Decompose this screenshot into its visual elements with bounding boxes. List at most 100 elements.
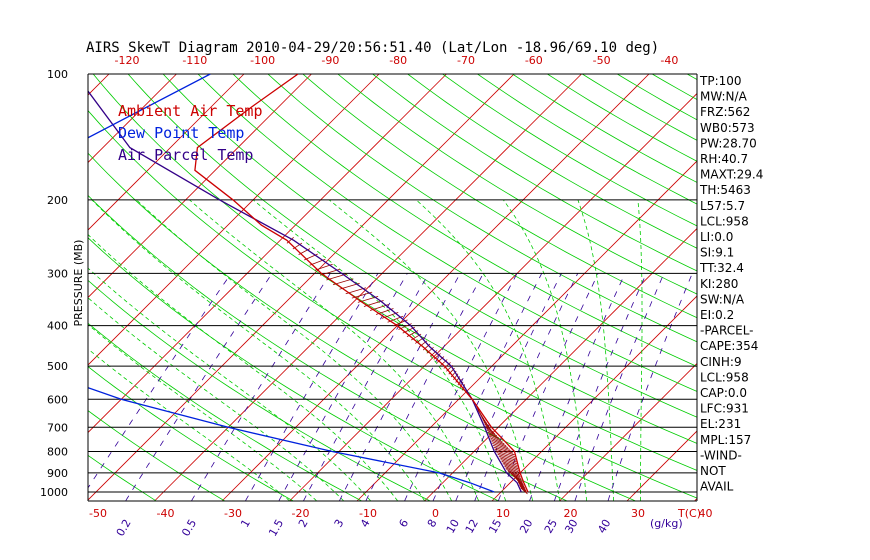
hatch-line — [514, 477, 524, 484]
mixing-ratio-label: 0.5 — [179, 517, 199, 539]
mixing-ratio-label: 15 — [486, 517, 504, 536]
hatch-line — [486, 429, 498, 437]
hatch-line — [489, 435, 503, 443]
index-entry: EI:0.2 — [700, 308, 734, 322]
mixing-ratio-line — [553, 273, 647, 501]
index-entry: FRZ:562 — [700, 105, 750, 119]
mixing-ratio-line — [245, 273, 379, 501]
mixing-ratio-line — [404, 273, 518, 501]
pressure-tick-label: 500 — [47, 360, 68, 373]
index-entry: NOT — [700, 464, 726, 478]
hatch-line — [433, 353, 441, 360]
index-entry: -PARCEL- — [700, 324, 754, 338]
dry-adiabat-line — [88, 279, 431, 501]
hatch-line — [490, 439, 507, 447]
isotherm-line — [88, 74, 177, 164]
index-entry: PW:28.70 — [700, 136, 757, 150]
hatch-line — [515, 478, 524, 486]
hatch-line — [440, 359, 448, 366]
dry-adiabat-line — [127, 74, 697, 444]
hatch-line — [498, 455, 517, 463]
dry-adiabat-line — [512, 74, 697, 183]
isotherm-line — [88, 74, 245, 231]
hatch-line — [484, 423, 492, 431]
hatch-line — [499, 457, 518, 465]
hatch-line — [492, 443, 510, 450]
chart-title: AIRS SkewT Diagram 2010-04-29/20:56:51.4… — [86, 40, 659, 56]
isotherm-line — [289, 92, 697, 501]
index-entry: MAXT:29.4 — [700, 168, 763, 182]
top-temperature-tick-label: -50 — [593, 54, 611, 67]
hatch-line — [507, 470, 521, 478]
isotherm-line — [424, 227, 697, 501]
dry-adiabat-line — [267, 74, 697, 343]
top-temperature-tick-label: -80 — [389, 54, 407, 67]
parcel-line — [88, 90, 522, 493]
mixing-ratio-line — [432, 273, 543, 501]
pressure-tick-label: 900 — [47, 467, 68, 480]
mixing-ratio-label: 1 — [238, 517, 253, 530]
hatch-line — [481, 417, 488, 424]
mixing-ratio-line — [191, 273, 331, 501]
index-entry: LI:0.0 — [700, 230, 733, 244]
mixing-ratio-label: 12 — [463, 517, 481, 536]
hatch-line — [430, 350, 438, 357]
hatch-line — [517, 481, 526, 489]
top-temperature-tick-label: -100 — [250, 54, 275, 67]
legend: Ambient Air Temp Dew Point Temp Air Parcel… — [118, 102, 263, 164]
hatch-line — [505, 467, 520, 475]
mixing-ratio-label: 30 — [562, 517, 580, 536]
mixing-ratio-label: 6 — [396, 517, 411, 530]
dry-adiabat-line — [372, 74, 697, 272]
hatch-line — [485, 427, 496, 435]
index-entry: LFC:931 — [700, 402, 749, 416]
pressure-tick-label: 800 — [47, 445, 68, 458]
isotherm-line — [491, 295, 697, 501]
hatch-line — [286, 237, 294, 244]
moist-adiabat-line — [88, 297, 344, 501]
hatch-line — [483, 421, 490, 428]
hatch-line — [517, 480, 525, 487]
dewpoint-line — [88, 74, 495, 493]
hatch-line — [506, 469, 521, 476]
mixing-ratio-line — [339, 273, 461, 501]
hatch-line — [519, 484, 527, 492]
dry-adiabat-line — [477, 74, 697, 205]
hatch-line — [488, 433, 501, 441]
index-entry: AVAIL — [700, 480, 734, 494]
dry-adiabat-line — [792, 74, 870, 501]
isotherm-line — [88, 74, 515, 501]
hatch-line — [426, 346, 434, 354]
mixing-ratio-line — [607, 273, 693, 501]
moist-adiabat-line — [88, 323, 317, 501]
hatch-line — [496, 452, 516, 459]
hatch-line — [503, 464, 519, 471]
hatch-line — [518, 483, 526, 490]
dry-adiabat-line — [88, 237, 499, 501]
hatch-line — [511, 473, 522, 481]
dry-adiabat-line — [547, 74, 697, 162]
legend-entry: Ambient Air Temp — [118, 102, 263, 120]
bottom-temperature-tick-label: -30 — [224, 507, 242, 520]
mixing-ratio-line — [278, 273, 408, 501]
index-entry: LCL:958 — [700, 214, 749, 228]
moist-adiabat-line — [136, 199, 452, 501]
isotherm-line — [0, 74, 42, 501]
dry-adiabat-line — [302, 74, 697, 319]
index-entry: MPL:157 — [700, 433, 751, 447]
pressure-tick-label: 400 — [47, 320, 68, 333]
isotherm-line — [88, 74, 110, 96]
index-entry: WB0:573 — [700, 121, 755, 135]
hatch-line — [494, 448, 515, 456]
top-temperature-tick-label: -70 — [457, 54, 475, 67]
hatch-line — [485, 425, 494, 433]
hatch-line — [497, 453, 517, 461]
mixing-ratio-label: 1.5 — [266, 517, 286, 539]
ambient-temp-line — [194, 74, 529, 493]
moist-adiabat-line — [252, 199, 506, 501]
hatch-line — [509, 472, 522, 480]
index-entry: MW:N/A — [700, 90, 748, 104]
isotherm-line — [762, 74, 870, 501]
